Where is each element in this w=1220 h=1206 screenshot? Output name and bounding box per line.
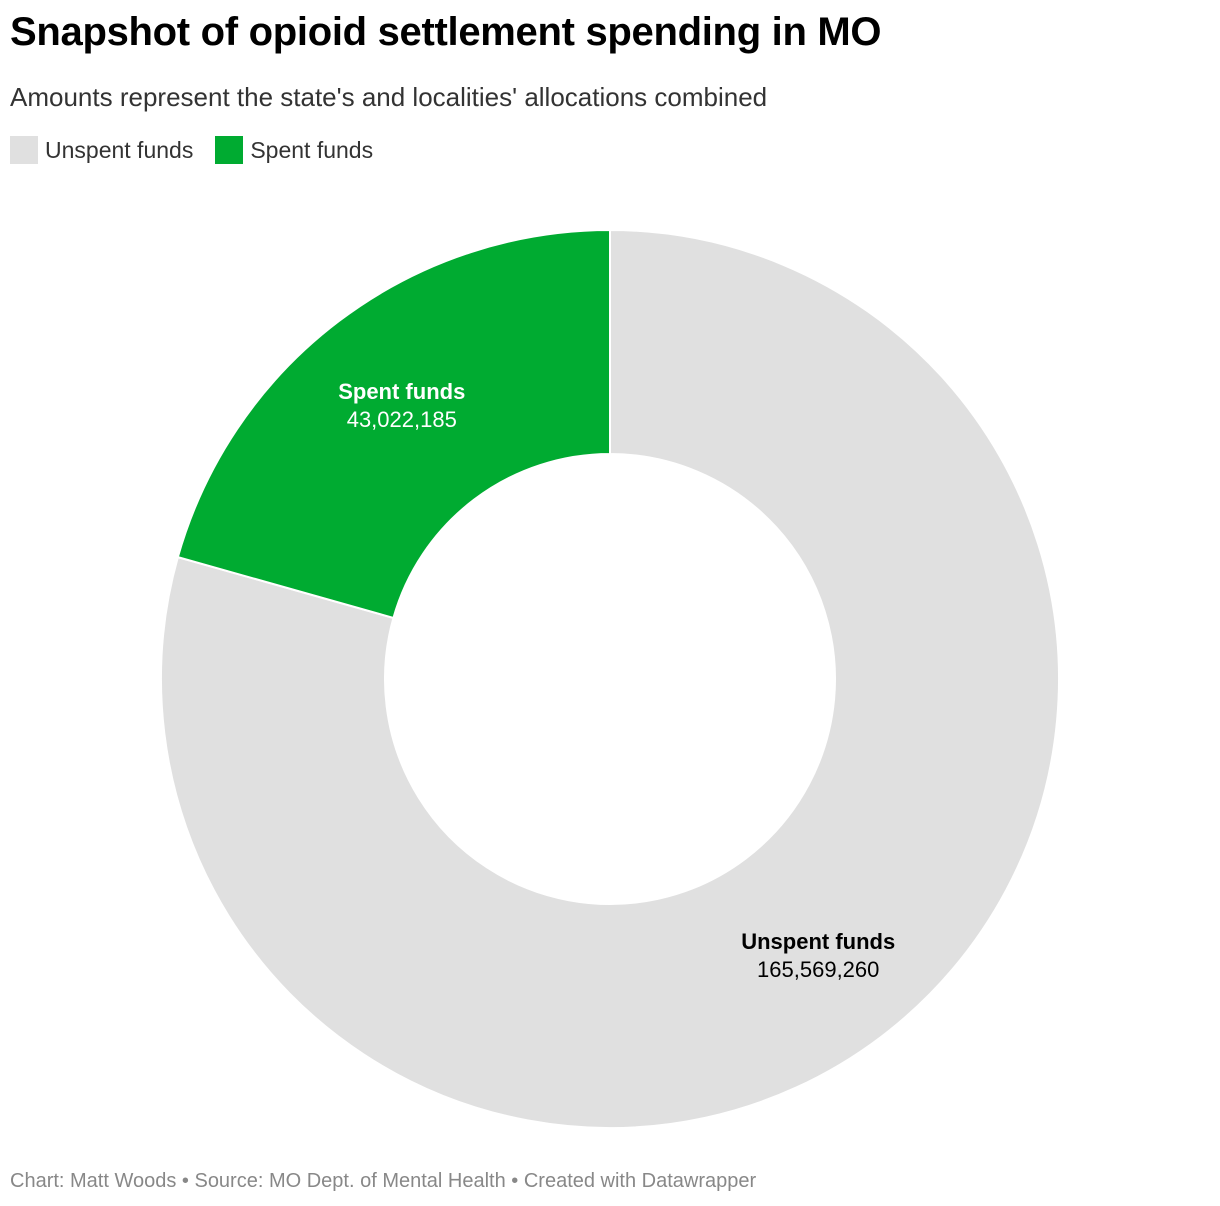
chart-footer: Chart: Matt Woods • Source: MO Dept. of … (10, 1170, 757, 1192)
slice-unspent-funds (160, 228, 1060, 1129)
legend-item-unspent: Unspent funds (10, 136, 193, 164)
slice-value-unspent-funds: 165,569,260 (757, 957, 879, 982)
legend-swatch-spent (215, 136, 244, 164)
legend-label-unspent: Unspent funds (45, 136, 194, 163)
chart-subtitle: Amounts represent the state's and locali… (10, 82, 768, 112)
slice-label-spent-funds: Spent funds (338, 379, 465, 404)
legend-swatch-unspent (10, 136, 38, 164)
legend-label-spent: Spent funds (250, 136, 374, 163)
chart-title: Snapshot of opioid settlement spending i… (10, 10, 882, 54)
legend: Unspent funds Spent funds (10, 136, 395, 164)
slice-spent-funds (176, 228, 611, 620)
slice-label-unspent-funds: Unspent funds (741, 929, 895, 954)
legend-item-spent: Spent funds (215, 136, 373, 164)
slice-value-spent-funds: 43,022,185 (347, 407, 457, 432)
